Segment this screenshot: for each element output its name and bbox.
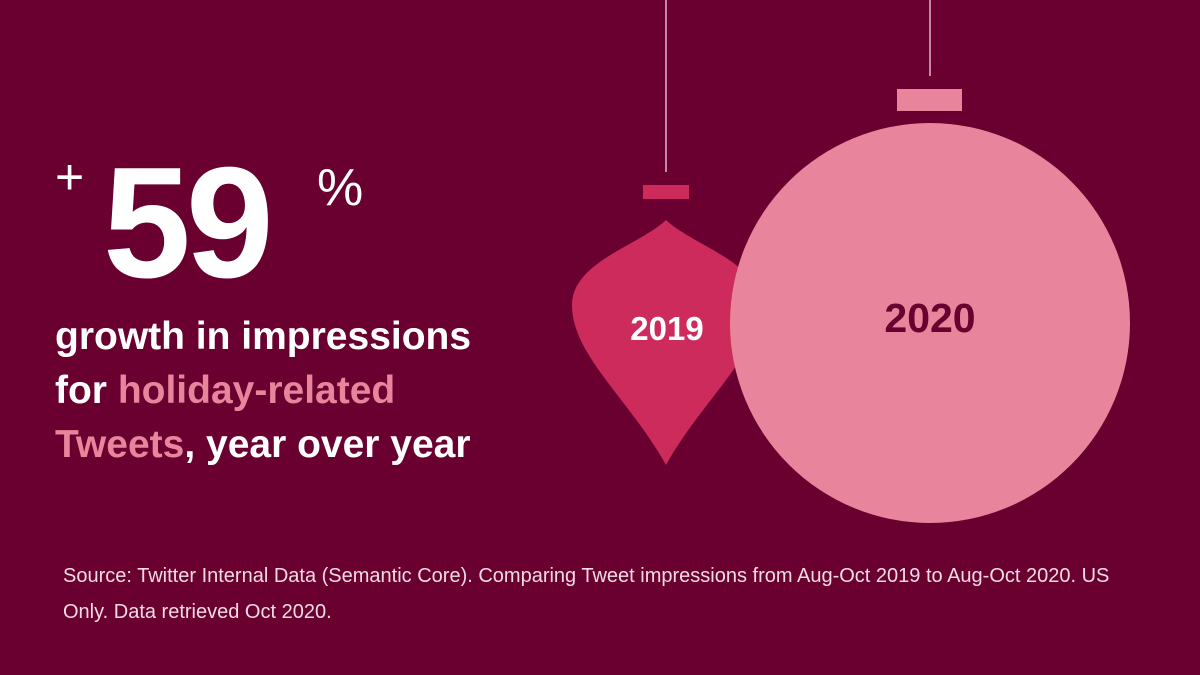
stat-suffix: % — [317, 159, 364, 217]
headline-part2: for — [55, 369, 118, 412]
large-ornament-cap — [897, 89, 962, 111]
small-ornament-cap — [643, 185, 689, 199]
stat-prefix: + — [55, 149, 85, 205]
small-ornament-body — [572, 220, 760, 465]
headline: growth in impressions for holiday-relate… — [55, 310, 575, 472]
headline-part1: growth in impressions — [55, 315, 472, 358]
headline-part3: , year over year — [184, 423, 471, 466]
large-ornament-label: 2020 — [884, 295, 975, 341]
stat-value: 59 — [103, 135, 274, 311]
small-ornament-label: 2019 — [630, 310, 703, 347]
headline-highlight1: holiday-related — [117, 369, 396, 412]
source-note: Source: Twitter Internal Data (Semantic … — [63, 565, 1110, 623]
large-ornament-body — [730, 123, 1130, 523]
headline-highlight2: Tweets — [55, 423, 185, 466]
